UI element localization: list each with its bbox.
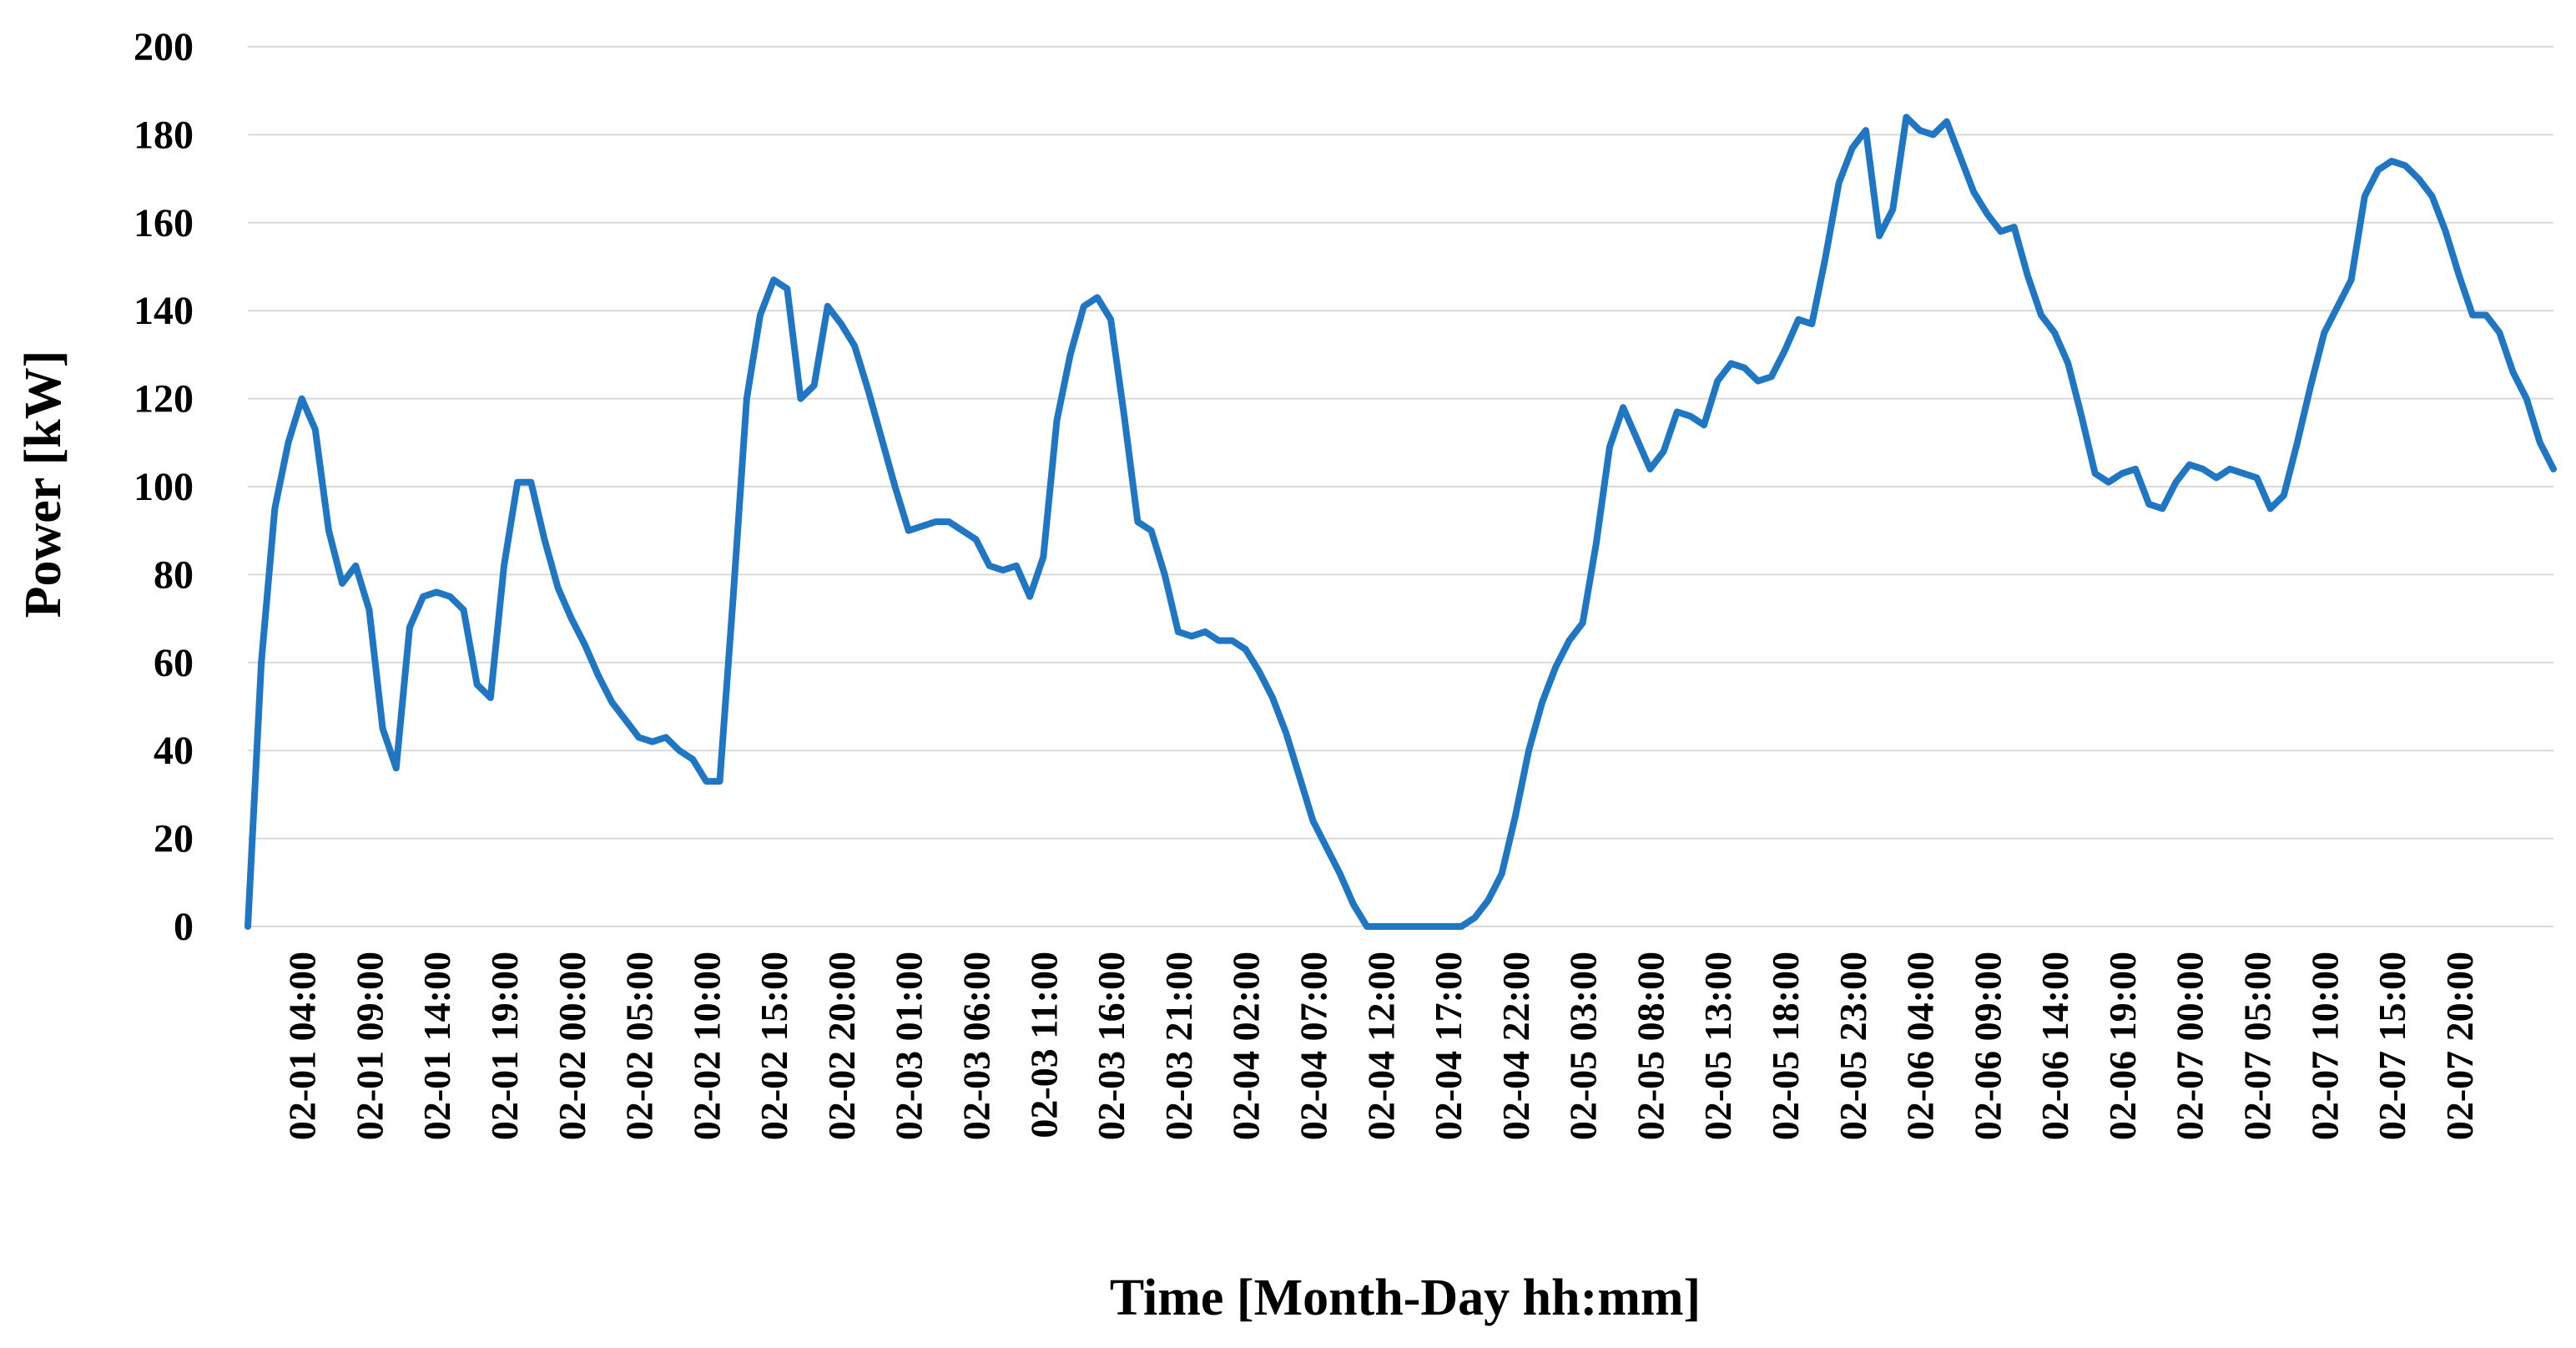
x-tick-label: 02-06 14:00	[2034, 952, 2076, 1140]
x-tick-label: 02-04 22:00	[1495, 952, 1537, 1140]
x-tick-label: 02-07 10:00	[2303, 952, 2346, 1140]
x-tick-label: 02-05 03:00	[1562, 952, 1605, 1140]
y-tick-label: 200	[134, 25, 194, 69]
x-tick-label: 02-03 16:00	[1090, 952, 1132, 1140]
y-tick-label: 100	[134, 465, 194, 509]
x-tick-label: 02-03 06:00	[955, 952, 998, 1140]
x-axis-ticks: 02-01 04:00 02-01 09:00 02-01 14:00 02-01 1…	[281, 952, 2481, 1140]
y-tick-label: 180	[134, 113, 194, 157]
x-tick-label: 02-02 15:00	[753, 952, 795, 1140]
x-tick-label: 02-01 19:00	[483, 952, 526, 1140]
x-tick-label: 02-02 00:00	[551, 952, 593, 1140]
power-series-line	[244, 114, 2557, 930]
y-tick-label: 60	[154, 641, 194, 685]
x-tick-label: 02-02 05:00	[618, 952, 661, 1140]
x-tick-label: 02-04 17:00	[1427, 952, 1469, 1140]
x-tick-label: 02-03 11:00	[1022, 952, 1065, 1138]
y-axis-title: Power [kW]	[15, 351, 72, 618]
y-tick-label: 0	[174, 905, 194, 949]
x-tick-label: 02-03 01:00	[888, 952, 930, 1140]
x-tick-label: 02-05 18:00	[1764, 952, 1807, 1140]
x-tick-label: 02-07 05:00	[2236, 952, 2279, 1140]
y-tick-label: 160	[134, 201, 194, 245]
x-tick-label: 02-02 20:00	[820, 952, 863, 1140]
y-axis-ticks: 0 20 40 60 80 100 120 140 160 180 200	[134, 25, 194, 949]
x-tick-label: 02-01 09:00	[348, 952, 391, 1140]
x-tick-label: 02-04 02:00	[1225, 952, 1268, 1140]
x-tick-label: 02-06 04:00	[1899, 952, 1942, 1140]
x-tick-label: 02-05 08:00	[1629, 952, 1671, 1140]
y-tick-label: 120	[134, 377, 194, 422]
x-axis-title: Time [Month-Day hh:mm]	[1110, 1270, 1701, 1326]
x-tick-label: 02-07 20:00	[2438, 952, 2481, 1140]
x-tick-label: 02-02 10:00	[685, 952, 728, 1140]
x-tick-label: 02-05 23:00	[1832, 952, 1874, 1140]
x-tick-label: 02-04 12:00	[1359, 952, 1402, 1140]
y-tick-label: 40	[154, 729, 194, 773]
y-tick-label: 80	[154, 553, 194, 597]
x-tick-label: 02-06 19:00	[2101, 952, 2144, 1140]
x-tick-label: 02-03 21:00	[1157, 952, 1200, 1140]
y-tick-label: 140	[134, 289, 194, 333]
x-tick-label: 02-07 00:00	[2169, 952, 2211, 1140]
x-tick-label: 02-07 15:00	[2371, 952, 2413, 1140]
x-tick-label: 02-04 07:00	[1292, 952, 1334, 1140]
x-tick-label: 02-01 04:00	[281, 952, 324, 1140]
y-tick-label: 20	[154, 817, 194, 861]
x-tick-label: 02-06 09:00	[1966, 952, 2009, 1140]
series-layer	[244, 114, 2557, 930]
x-tick-label: 02-05 13:00	[1696, 952, 1739, 1140]
grid-layer	[248, 46, 2553, 927]
x-tick-label: 02-01 14:00	[416, 952, 458, 1140]
